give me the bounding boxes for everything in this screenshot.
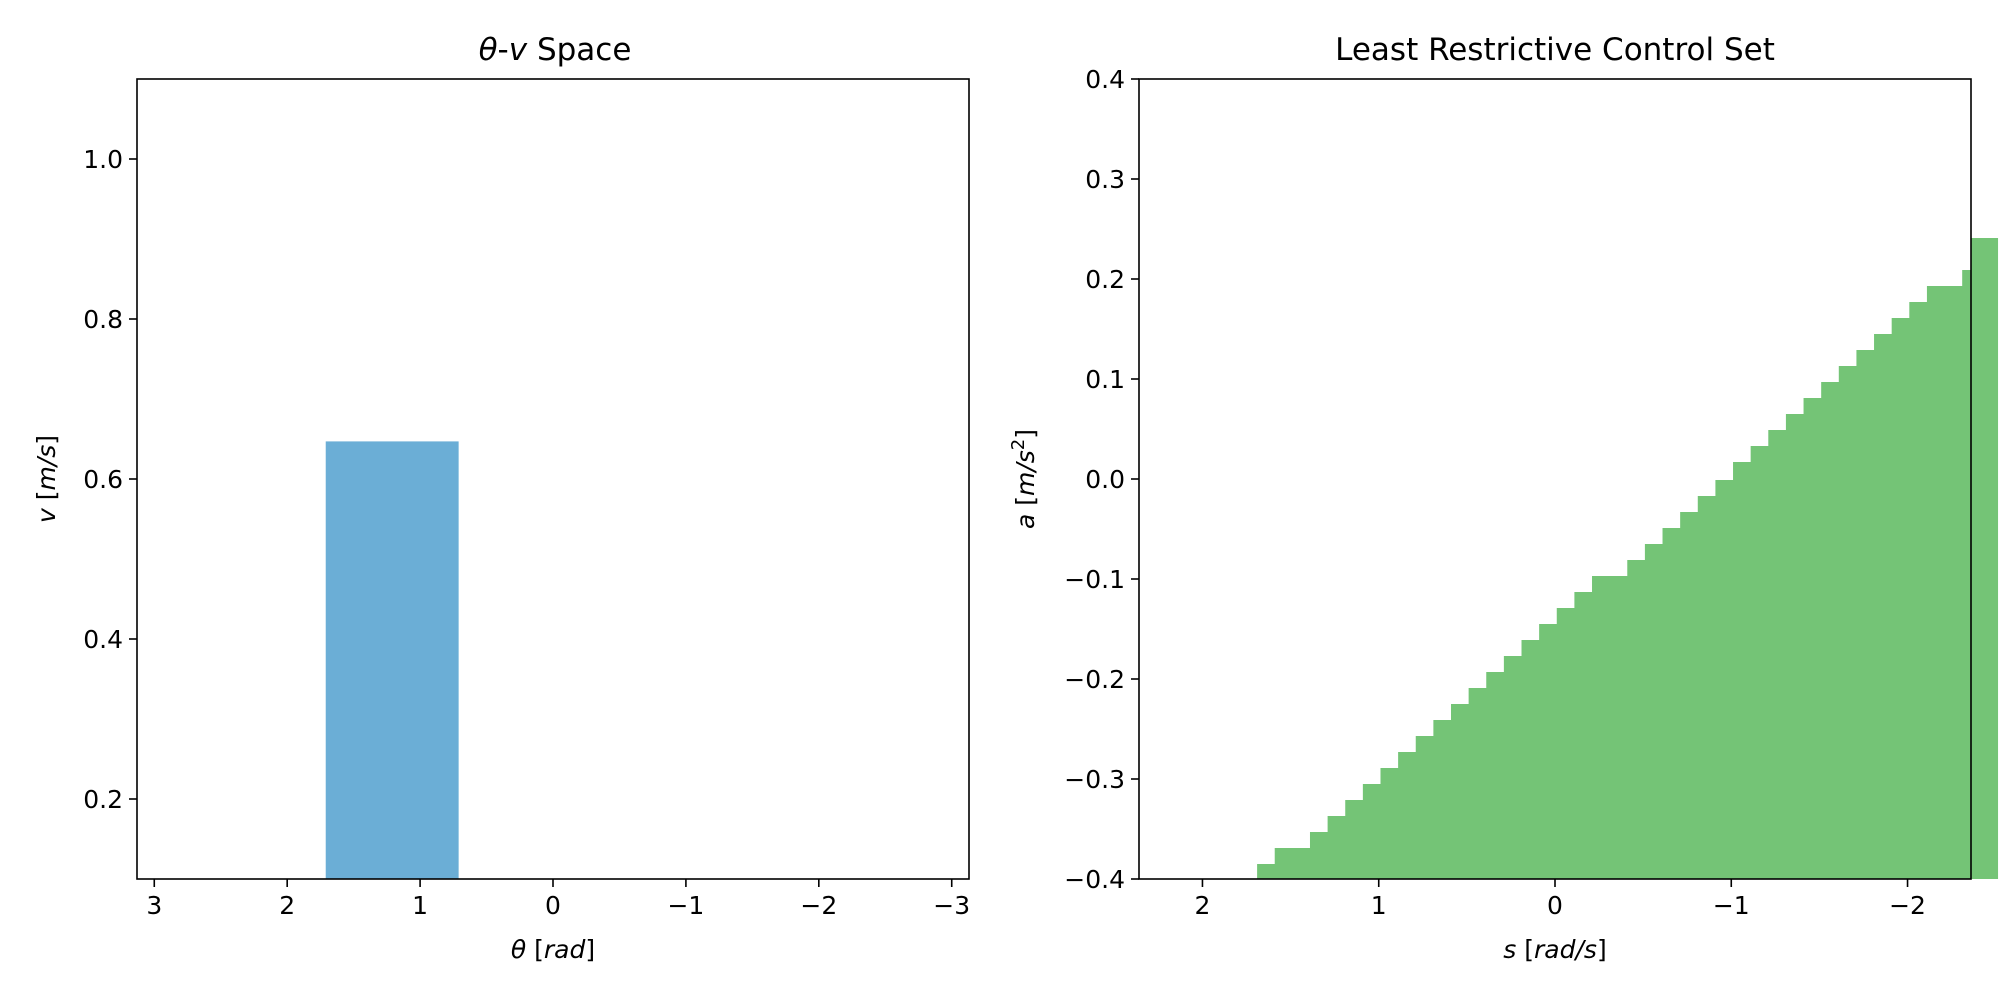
area-step xyxy=(1327,816,1346,879)
area-step xyxy=(1821,382,1840,879)
area-step xyxy=(1627,560,1646,879)
area-step xyxy=(1644,544,1664,879)
area-step xyxy=(1926,286,1946,879)
y-tick-label: 0.1 xyxy=(1085,365,1125,394)
area-step xyxy=(1609,576,1628,879)
y-axis-label: v [m/s] xyxy=(32,435,61,523)
y-tick-label: 0.2 xyxy=(1085,265,1125,294)
area-step xyxy=(1574,592,1593,879)
x-tick-label: −2 xyxy=(800,891,837,920)
area-step xyxy=(1874,334,1893,879)
area-step xyxy=(1292,848,1311,879)
x-tick-label: 2 xyxy=(1195,891,1211,920)
x-tick-label: −2 xyxy=(1889,891,1926,920)
x-tick-label: 3 xyxy=(146,891,162,920)
area-step xyxy=(1415,736,1434,879)
area-step xyxy=(1838,366,1858,879)
plot-frame xyxy=(136,78,970,880)
y-axis-label: a [m/s2] xyxy=(1008,429,1040,529)
x-tick-label: 1 xyxy=(412,891,428,920)
chart-title-theta-v: θ-v Space xyxy=(479,32,632,68)
x-axis-label: θ [rad] xyxy=(511,935,595,964)
y-tick-label: −0.2 xyxy=(1064,665,1125,694)
area-step xyxy=(1971,238,1999,879)
area-step xyxy=(1362,784,1382,879)
y-tick-label: −0.1 xyxy=(1064,565,1125,594)
panel-theta-v: θ-v Space 3 2 1 0 −1 −2 −3 0.2 0.4 0.6 0.8 1.0 θ [… xyxy=(32,32,970,964)
area-step xyxy=(1909,302,1928,879)
area-step xyxy=(1662,528,1681,879)
x-tick-label: −1 xyxy=(1713,891,1750,920)
area-step xyxy=(1398,752,1417,879)
area-step xyxy=(1856,350,1875,879)
area-step xyxy=(1962,270,1972,879)
area-step xyxy=(1433,720,1452,879)
x-tick-label: 0 xyxy=(545,891,561,920)
area-step xyxy=(1697,496,1717,879)
y-tick-label: 0.0 xyxy=(1085,465,1125,494)
y-tick-label: 0.6 xyxy=(83,465,123,494)
area-step xyxy=(1503,656,1523,879)
area-step xyxy=(1451,704,1470,879)
area-step xyxy=(1715,480,1734,879)
x-tick-label: 0 xyxy=(1547,891,1563,920)
y-tick-label: −0.4 xyxy=(1064,865,1125,894)
chart-title-control-set: Least Restrictive Control Set xyxy=(1335,32,1775,68)
area-step xyxy=(1486,672,1505,879)
area-step xyxy=(1309,832,1329,879)
area-layer xyxy=(1257,238,1999,879)
y-tick-label: 0.4 xyxy=(83,625,123,654)
area-step xyxy=(1592,576,1611,879)
x-tick-label: −1 xyxy=(667,891,704,920)
area-step xyxy=(1380,768,1399,879)
x-axis-label: s [rad/s] xyxy=(1503,935,1606,964)
bar-layer xyxy=(325,441,459,879)
y-axis-ticks: −0.4 −0.3 −0.2 −0.1 0.0 0.1 0.2 0.3 0.4 xyxy=(1064,65,1139,894)
y-tick-label: 0.2 xyxy=(83,785,123,814)
area-step xyxy=(1468,688,1487,879)
y-tick-label: −0.3 xyxy=(1064,765,1125,794)
bar xyxy=(325,441,459,879)
area-step xyxy=(1680,512,1699,879)
area-step xyxy=(1768,430,1787,879)
area-step xyxy=(1944,286,1963,879)
area-step xyxy=(1803,398,1822,879)
area-step xyxy=(1750,446,1769,879)
x-axis-ticks: 2 1 0 −1 −2 xyxy=(1195,879,1926,920)
area-step xyxy=(1274,848,1293,879)
x-tick-label: 1 xyxy=(1371,891,1387,920)
y-axis-ticks: 0.2 0.4 0.6 0.8 1.0 xyxy=(83,145,137,814)
area-step xyxy=(1891,318,1910,879)
area-step xyxy=(1733,462,1752,879)
x-tick-label: −3 xyxy=(933,891,970,920)
area-step xyxy=(1556,608,1575,879)
y-tick-label: 0.4 xyxy=(1085,65,1125,94)
area-step xyxy=(1539,624,1558,879)
y-tick-label: 0.8 xyxy=(83,305,123,334)
area-step xyxy=(1345,800,1364,879)
y-tick-label: 1.0 xyxy=(83,145,123,174)
area-step xyxy=(1521,640,1540,879)
x-tick-label: 2 xyxy=(279,891,295,920)
y-tick-label: 0.3 xyxy=(1085,165,1125,194)
area-step xyxy=(1785,414,1805,879)
area-step xyxy=(1257,864,1276,879)
x-axis-ticks: 3 2 1 0 −1 −2 −3 xyxy=(146,879,970,920)
panel-control-set: Least Restrictive Control Set 2 1 0 −1 −2 −0… xyxy=(1008,32,1999,964)
